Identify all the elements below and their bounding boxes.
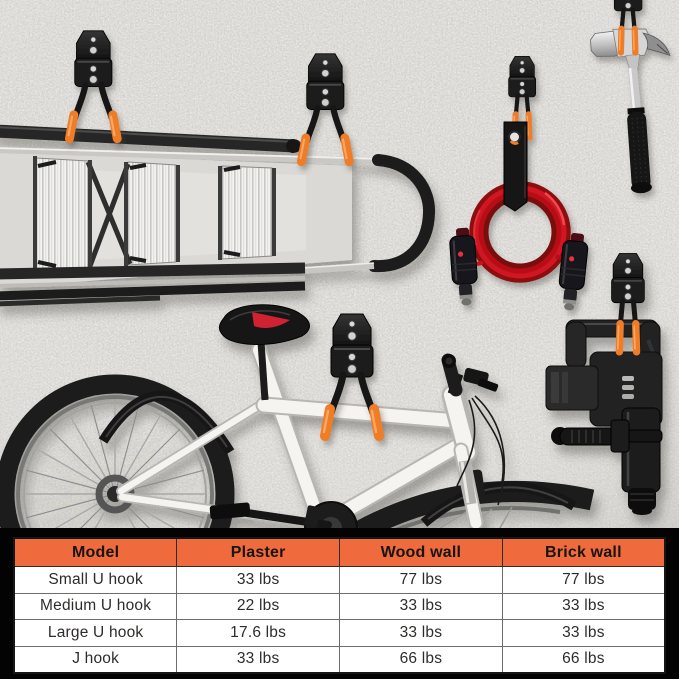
column-header-model: Model bbox=[13, 537, 178, 567]
drill-group bbox=[545, 254, 663, 515]
cord-plug-left bbox=[449, 227, 478, 306]
crankset bbox=[209, 501, 358, 528]
capacity-table: Model Plaster Wood wall Brick wall Small… bbox=[13, 537, 666, 674]
rear-wheel bbox=[0, 374, 235, 528]
cell-plaster: 17.6 lbs bbox=[176, 619, 340, 647]
cell-wood-wall: 66 lbs bbox=[339, 645, 503, 674]
cell-brick-wall: 33 lbs bbox=[501, 592, 666, 620]
hammer-group bbox=[590, 0, 671, 194]
cell-model: Large U hook bbox=[13, 619, 178, 647]
cell-brick-wall: 66 lbs bbox=[501, 645, 666, 674]
cell-model: Medium U hook bbox=[13, 592, 178, 620]
cell-plaster: 33 lbs bbox=[176, 566, 340, 594]
saddle bbox=[218, 304, 310, 345]
power-drill bbox=[545, 319, 663, 515]
cell-wood-wall: 33 lbs bbox=[339, 619, 503, 647]
column-header-plaster: Plaster bbox=[176, 537, 340, 567]
product-photo bbox=[0, 0, 679, 528]
cell-model: Small U hook bbox=[13, 566, 178, 594]
column-header-brick-wall: Brick wall bbox=[501, 537, 666, 567]
cell-plaster: 33 lbs bbox=[176, 645, 340, 674]
handlebar bbox=[441, 353, 506, 506]
extension-cord-group bbox=[449, 56, 589, 311]
bicycle bbox=[0, 304, 595, 528]
j-hook-strap bbox=[503, 121, 528, 212]
table-row: Medium U hook 22 lbs 33 lbs 33 lbs bbox=[13, 592, 666, 620]
table-row: Small U hook 33 lbs 77 lbs 77 lbs bbox=[13, 566, 666, 594]
cord-plug-right bbox=[558, 232, 589, 311]
table-header-row: Model Plaster Wood wall Brick wall bbox=[13, 537, 666, 567]
cell-brick-wall: 33 lbs bbox=[501, 619, 666, 647]
cell-plaster: 22 lbs bbox=[176, 592, 340, 620]
cell-brick-wall: 77 lbs bbox=[501, 566, 666, 594]
cell-wood-wall: 33 lbs bbox=[339, 592, 503, 620]
cell-wood-wall: 77 lbs bbox=[339, 566, 503, 594]
seatpost bbox=[257, 341, 269, 401]
cell-model: J hook bbox=[13, 645, 178, 674]
table-row: J hook 33 lbs 66 lbs 66 lbs bbox=[13, 645, 666, 674]
column-header-wood-wall: Wood wall bbox=[339, 537, 503, 567]
table-row: Large U hook 17.6 lbs 33 lbs 33 lbs bbox=[13, 619, 666, 647]
aluminum-ladder bbox=[0, 124, 436, 307]
table-band: Model Plaster Wood wall Brick wall Small… bbox=[0, 528, 679, 679]
